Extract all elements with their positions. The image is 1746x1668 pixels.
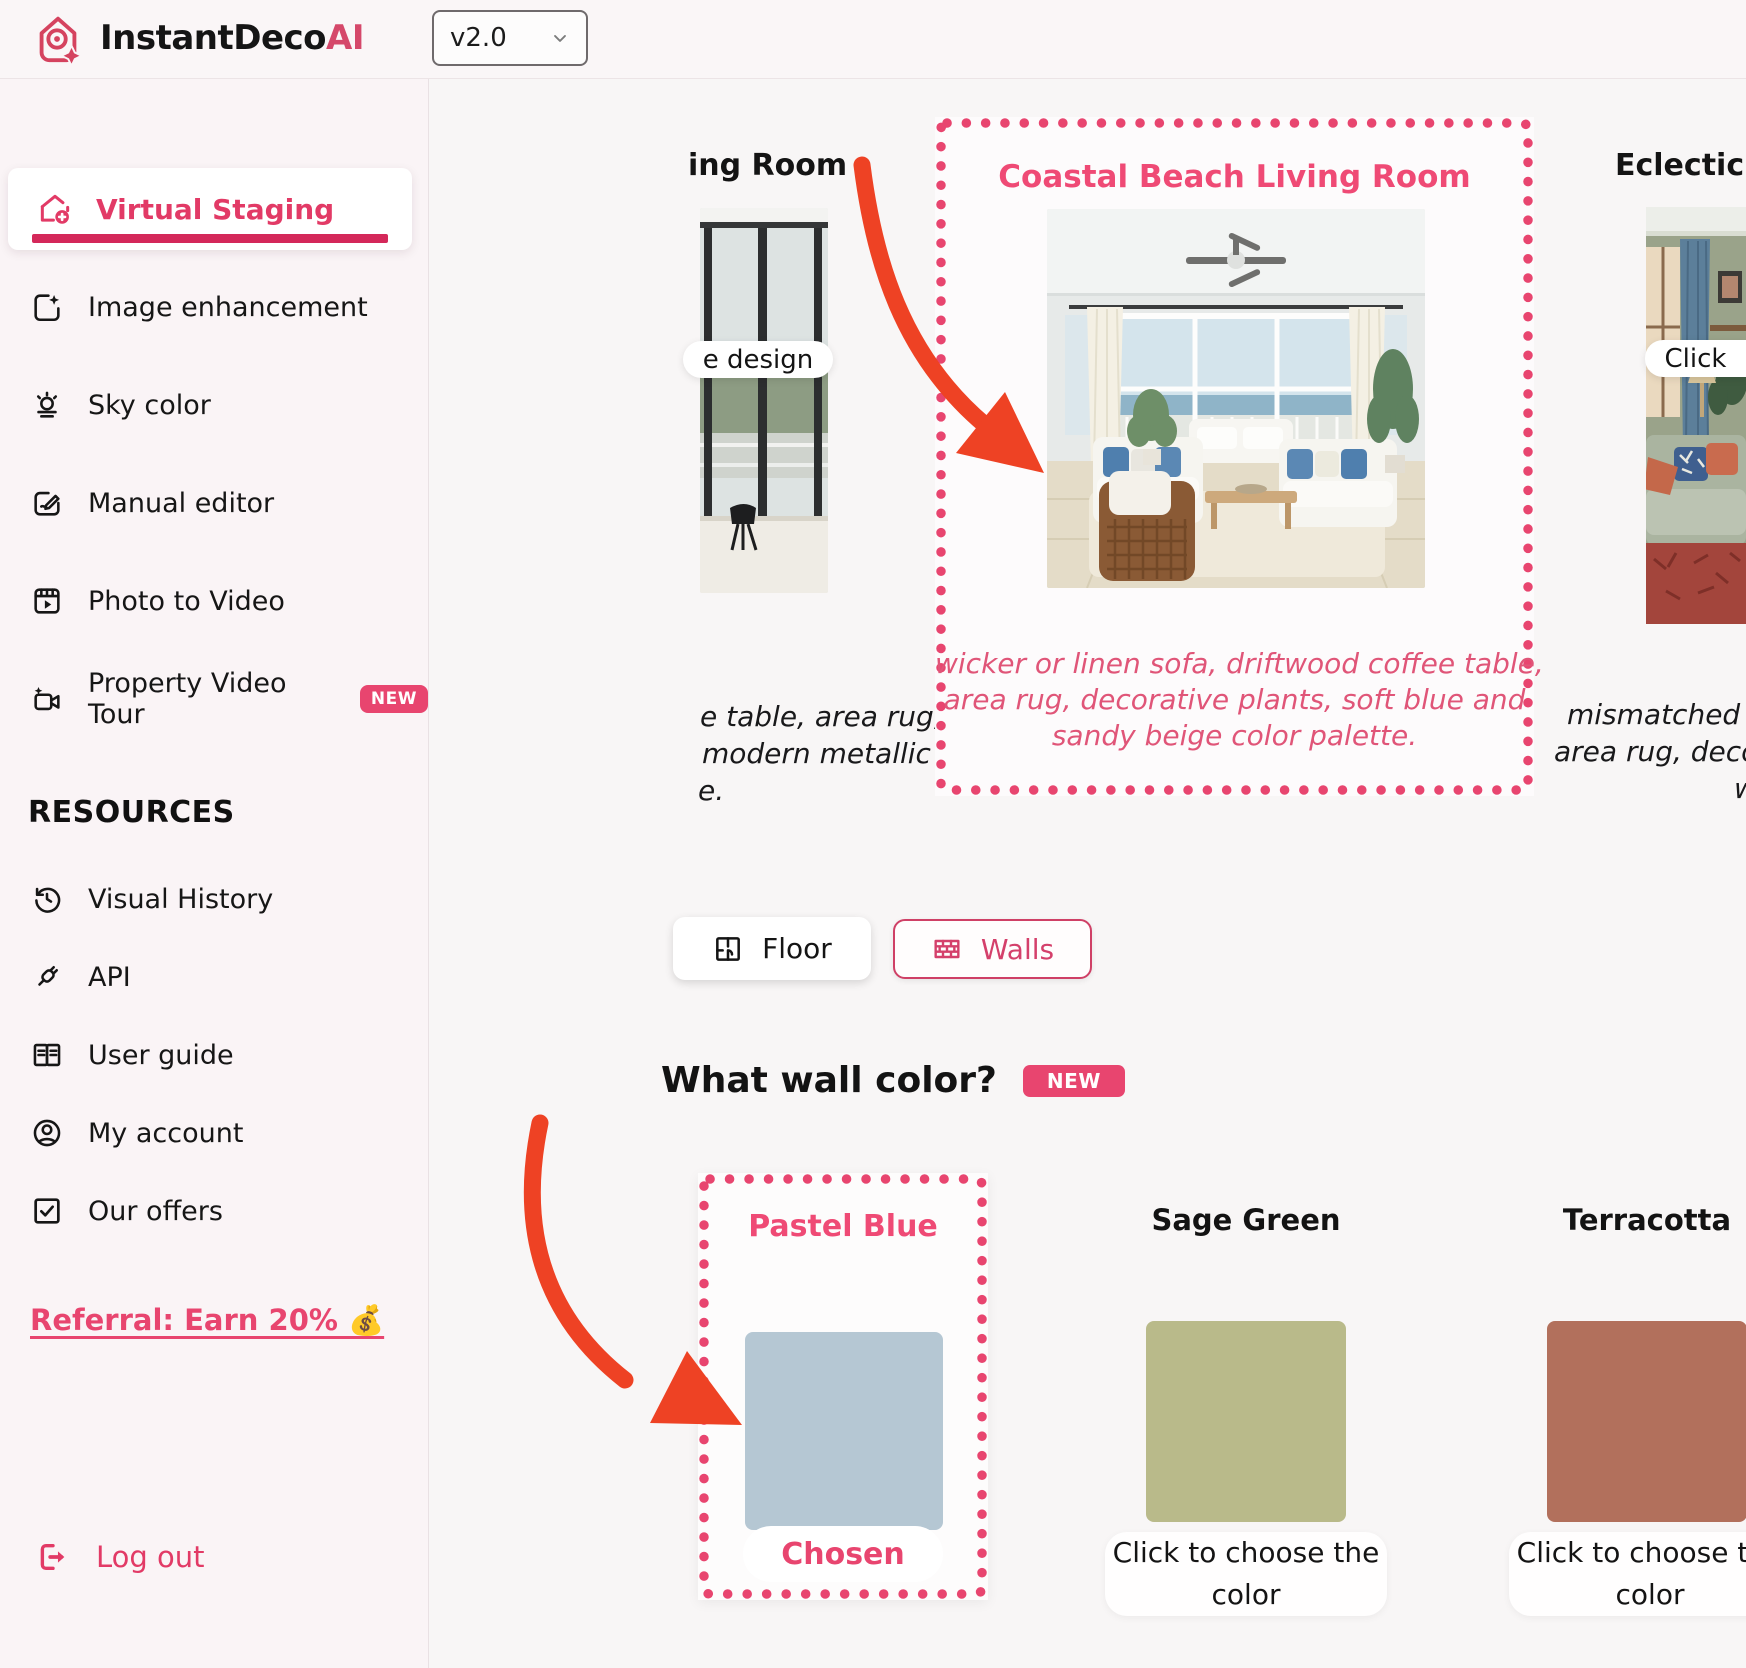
wall-color-option-pastel-blue[interactable]: Pastel Blue Chosen (698, 1173, 988, 1600)
sidebar-item-label: Our offers (88, 1195, 223, 1227)
style-card-right-description-line1: mismatched fu (1567, 698, 1746, 731)
sidebar-item-label: API (88, 961, 131, 993)
sidebar-item-sky-color[interactable]: Sky color (30, 381, 211, 429)
color-swatch-pastel-blue[interactable] (745, 1332, 943, 1530)
brand-name: InstantDecoAI (100, 18, 365, 58)
logout-button[interactable]: Log out (36, 1540, 205, 1574)
style-card-coastal-description-line3: sandy beige color palette. (1051, 719, 1418, 752)
style-card-coastal-image[interactable] (1047, 209, 1425, 588)
logout-label: Log out (96, 1540, 205, 1574)
sidebar-item-label: Manual editor (88, 487, 275, 519)
sidebar-item-visual-history[interactable]: Visual History (30, 875, 273, 923)
style-card-left-description-line1: e table, area rug, (700, 700, 943, 733)
wall-color-heading: What wall color? (661, 1060, 997, 1101)
sidebar-item-our-offers[interactable]: Our offers (30, 1187, 223, 1235)
app-header: InstantDecoAI v2.0 (0, 0, 1746, 79)
offers-check-icon (30, 1194, 64, 1228)
color-name: Terracotta (1562, 1203, 1732, 1237)
floor-plan-icon (712, 933, 744, 965)
photo-to-video-icon (30, 584, 64, 618)
walls-button-label: Walls (980, 932, 1055, 966)
sidebar-item-label: Photo to Video (88, 585, 285, 617)
selection-dotted-border (936, 118, 1533, 795)
style-card-left-description-line2: modern metallic (702, 737, 931, 770)
chevron-down-icon (550, 28, 570, 48)
style-card-left-overlay: e design (683, 341, 833, 378)
video-tour-icon (30, 682, 64, 716)
floor-button-label: Floor (762, 932, 832, 965)
sidebar-nav: Virtual Staging Image enhancement Sky co (0, 78, 429, 1668)
new-badge: NEW (1022, 1064, 1125, 1097)
style-card-coastal-title: Coastal Beach Living Room (998, 159, 1471, 195)
house-add-icon (36, 190, 74, 228)
floor-button[interactable]: Floor (673, 917, 871, 980)
sidebar-item-label: My account (88, 1117, 244, 1149)
chosen-status-badge: Chosen (743, 1526, 943, 1582)
sky-color-icon (30, 388, 64, 422)
color-caption[interactable]: Click to choose the color (1105, 1532, 1387, 1616)
new-badge: NEW (359, 685, 428, 713)
sidebar-item-label: Virtual Staging (96, 192, 335, 226)
style-card-coastal-selected[interactable]: Coastal Beach Living Room (935, 117, 1544, 796)
version-select[interactable]: v2.0 (432, 10, 588, 66)
sidebar-item-property-video-tour[interactable]: Property Video Tour NEW (30, 668, 428, 730)
sidebar-item-user-guide[interactable]: User guide (30, 1031, 234, 1079)
sidebar-item-my-account[interactable]: My account (30, 1109, 243, 1157)
style-card-right-image[interactable] (1646, 207, 1746, 624)
brand-logo[interactable]: InstantDecoAI (30, 10, 365, 66)
resources-heading: RESOURCES (28, 795, 235, 830)
wall-color-heading-row: What wall color? NEW (661, 1060, 1125, 1101)
style-card-left-description-line3: e. (698, 774, 725, 807)
sidebar-item-photo-to-video[interactable]: Photo to Video (30, 577, 285, 625)
color-name: Sage Green (1151, 1203, 1341, 1237)
manual-editor-icon (30, 486, 64, 520)
selection-dotted-border (699, 1174, 987, 1599)
sidebar-item-image-enhancement[interactable]: Image enhancement (30, 283, 368, 331)
sidebar-item-api[interactable]: API (30, 953, 131, 1001)
image-enhance-icon (30, 290, 64, 324)
plug-icon (30, 960, 64, 994)
sidebar-item-label: Image enhancement (88, 291, 368, 323)
color-swatch-sage-green[interactable] (1146, 1321, 1346, 1522)
logout-icon (36, 1540, 70, 1574)
user-icon (30, 1116, 64, 1150)
style-card-coastal-description-line2: area rug, decorative plants, soft blue a… (943, 683, 1526, 716)
referral-link[interactable]: Referral: Earn 20% 💰 (30, 1303, 385, 1337)
color-swatch-terracotta[interactable] (1547, 1321, 1746, 1522)
sidebar-item-virtual-staging[interactable]: Virtual Staging (8, 168, 412, 250)
sidebar-item-label: Property Video Tour (88, 668, 287, 730)
style-card-right-description-line2: area rug, decor (1554, 735, 1746, 768)
style-card-coastal-description-line1: wicker or linen sofa, driftwood coffee t… (935, 647, 1544, 680)
version-value: v2.0 (450, 23, 507, 53)
walls-button[interactable]: Walls (893, 919, 1092, 979)
style-card-right-title: Eclectic B (1615, 148, 1746, 183)
sidebar-item-label: User guide (88, 1039, 234, 1071)
color-name: Pastel Blue (748, 1209, 938, 1244)
brick-wall-icon (931, 933, 963, 965)
style-card-left-image[interactable] (700, 208, 828, 593)
sidebar-item-manual-editor[interactable]: Manual editor (30, 479, 274, 527)
instantdeco-logo-icon (30, 10, 86, 66)
sidebar-item-label: Sky color (88, 389, 211, 421)
history-icon (30, 882, 64, 916)
style-card-right-description-line3: w (1734, 772, 1746, 805)
style-card-right-overlay: Click (1645, 340, 1746, 377)
color-caption[interactable]: Click to choose the color (1509, 1532, 1746, 1616)
book-icon (30, 1038, 64, 1072)
style-card-left-title: ing Room (688, 148, 848, 183)
sidebar-item-label: Visual History (88, 883, 274, 915)
active-indicator (32, 234, 388, 243)
